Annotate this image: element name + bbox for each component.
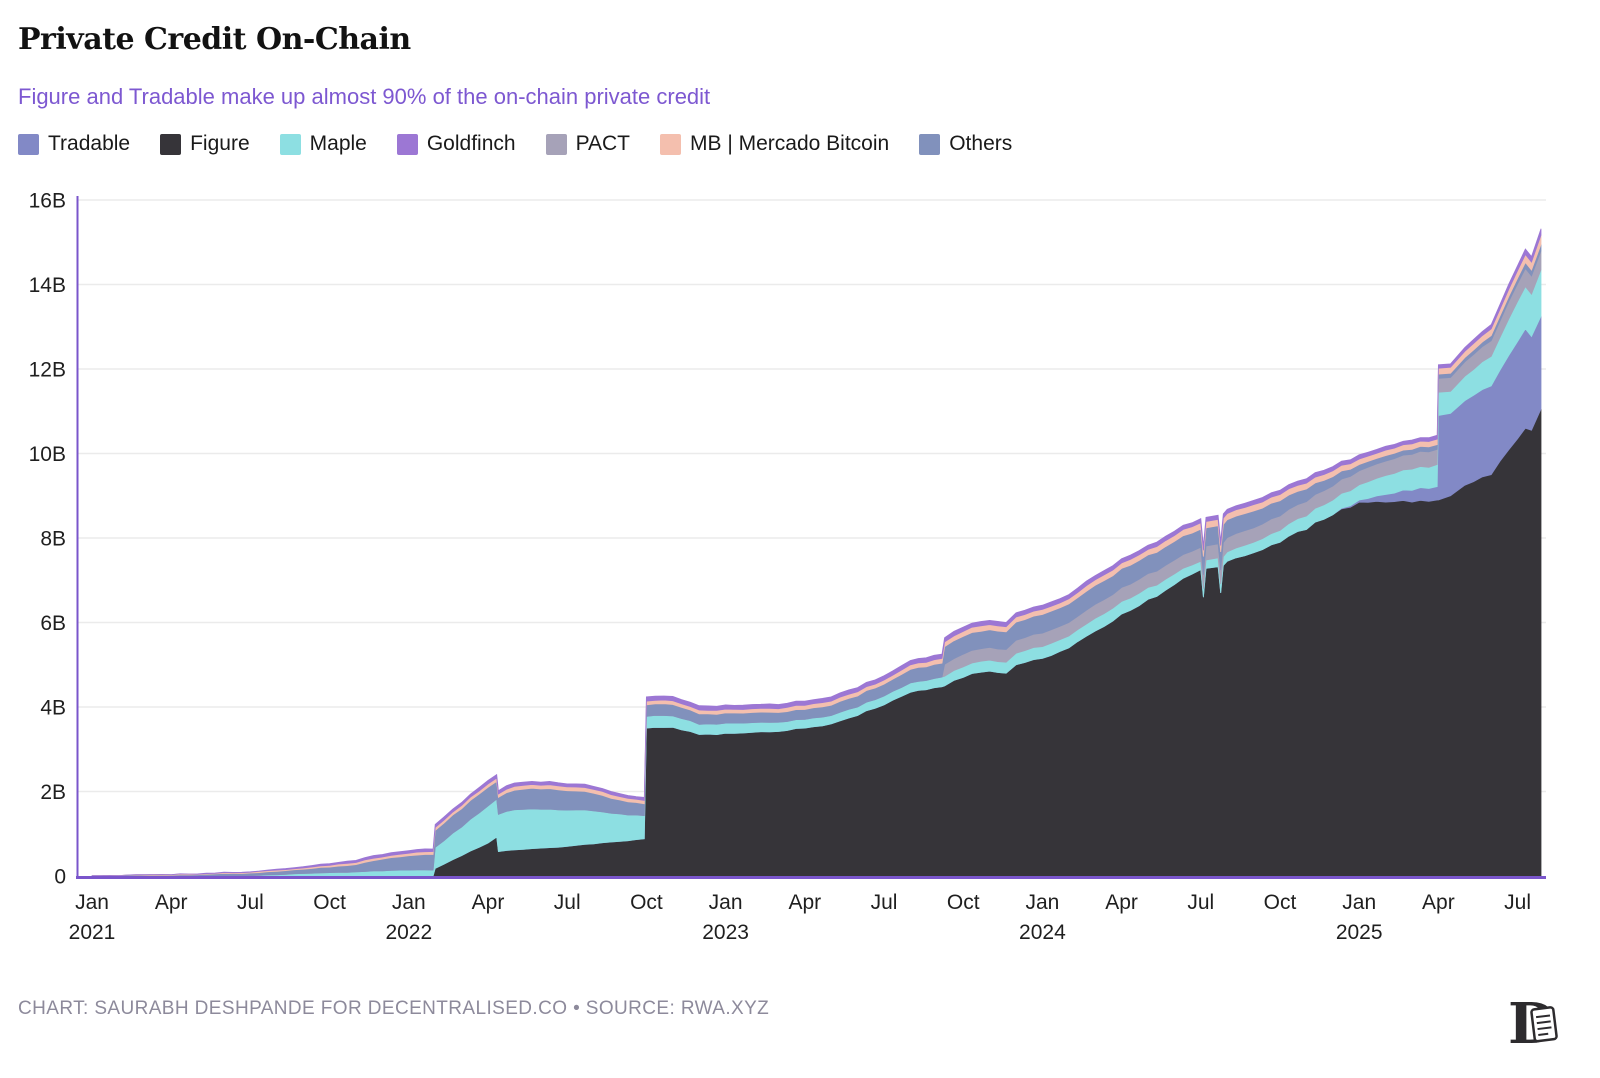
legend-label: Tradable	[48, 132, 131, 155]
legend-item-pact: PACT	[545, 132, 631, 156]
chart-legend: Tradable Figure Maple Goldfinch PACT MB | Mer…	[18, 132, 1012, 156]
y-tick-label-14B: 14B	[29, 274, 66, 297]
legend-swatch	[660, 133, 682, 155]
x-tick-label: Oct	[313, 891, 346, 914]
x-tick-label: Jan	[709, 891, 743, 914]
legend-item-tradable: Tradable	[18, 132, 130, 156]
legend-swatch	[160, 133, 182, 155]
x-tick-label: Apr	[155, 891, 188, 914]
area-goldfinch	[91, 228, 1542, 877]
x-tick-label: Apr	[1105, 891, 1138, 914]
x-tick-year-2021: 2021	[69, 921, 116, 944]
decentralised-logo-icon: D	[1508, 992, 1558, 1056]
x-tick-year-2023: 2023	[702, 921, 749, 944]
legend-swatch	[919, 133, 941, 155]
x-tick-label: Jan	[392, 891, 426, 914]
y-tick-label-4B: 4B	[40, 697, 66, 720]
legend-swatch	[545, 133, 567, 155]
legend-label: Maple	[309, 132, 367, 155]
x-tick-label: Oct	[1264, 891, 1297, 914]
x-tick-year-2024: 2024	[1019, 921, 1066, 944]
legend-label: Figure	[190, 132, 250, 155]
x-tick-label: Apr	[1422, 891, 1455, 914]
y-tick-label-8B: 8B	[40, 528, 66, 551]
y-tick-label-0: 0	[54, 866, 66, 889]
page-title: Private Credit On-Chain	[18, 22, 411, 57]
legend-label: Goldfinch	[426, 132, 516, 155]
legend-label: PACT	[575, 132, 631, 155]
x-tick-label: Apr	[788, 891, 821, 914]
legend-swatch	[18, 133, 39, 155]
y-tick-label-6B: 6B	[40, 612, 66, 635]
x-tick-year-2022: 2022	[385, 921, 432, 944]
x-tick-label: Apr	[472, 891, 505, 914]
x-tick-label: Jul	[1187, 891, 1214, 914]
y-tick-label-2B: 2B	[40, 781, 66, 804]
x-tick-label: Oct	[947, 891, 980, 914]
y-tick-label-12B: 12B	[29, 359, 66, 382]
x-tick-label: Jul	[871, 891, 898, 914]
x-tick-label: Oct	[630, 891, 663, 914]
legend-label: Others	[949, 132, 1013, 155]
chart-credit: CHART: SAURABH DESHPANDE FOR DECENTRALIS…	[18, 998, 770, 1019]
x-tick-label: Jan	[1025, 891, 1059, 914]
x-tick-label: Jul	[237, 891, 264, 914]
y-tick-label-10B: 10B	[29, 443, 66, 466]
legend-item-figure: Figure	[160, 132, 250, 156]
legend-swatch	[396, 133, 418, 155]
legend-swatch	[279, 133, 301, 155]
x-tick-label: Jul	[554, 891, 581, 914]
legend-item-maple: Maple	[279, 132, 367, 156]
legend-item-mb-mercado-bitcoin: MB | Mercado Bitcoin	[660, 132, 889, 156]
chart-subtitle: Figure and Tradable make up almost 90% o…	[18, 84, 711, 109]
legend-item-goldfinch: Goldfinch	[396, 132, 516, 156]
x-tick-label: Jan	[1342, 891, 1376, 914]
x-tick-label: Jan	[75, 891, 109, 914]
legend-item-others: Others	[919, 132, 1012, 156]
y-tick-label-16B: 16B	[29, 190, 66, 213]
x-tick-year-2025: 2025	[1336, 921, 1383, 944]
x-tick-label: Jul	[1504, 891, 1531, 914]
legend-label: MB | Mercado Bitcoin	[690, 132, 890, 155]
